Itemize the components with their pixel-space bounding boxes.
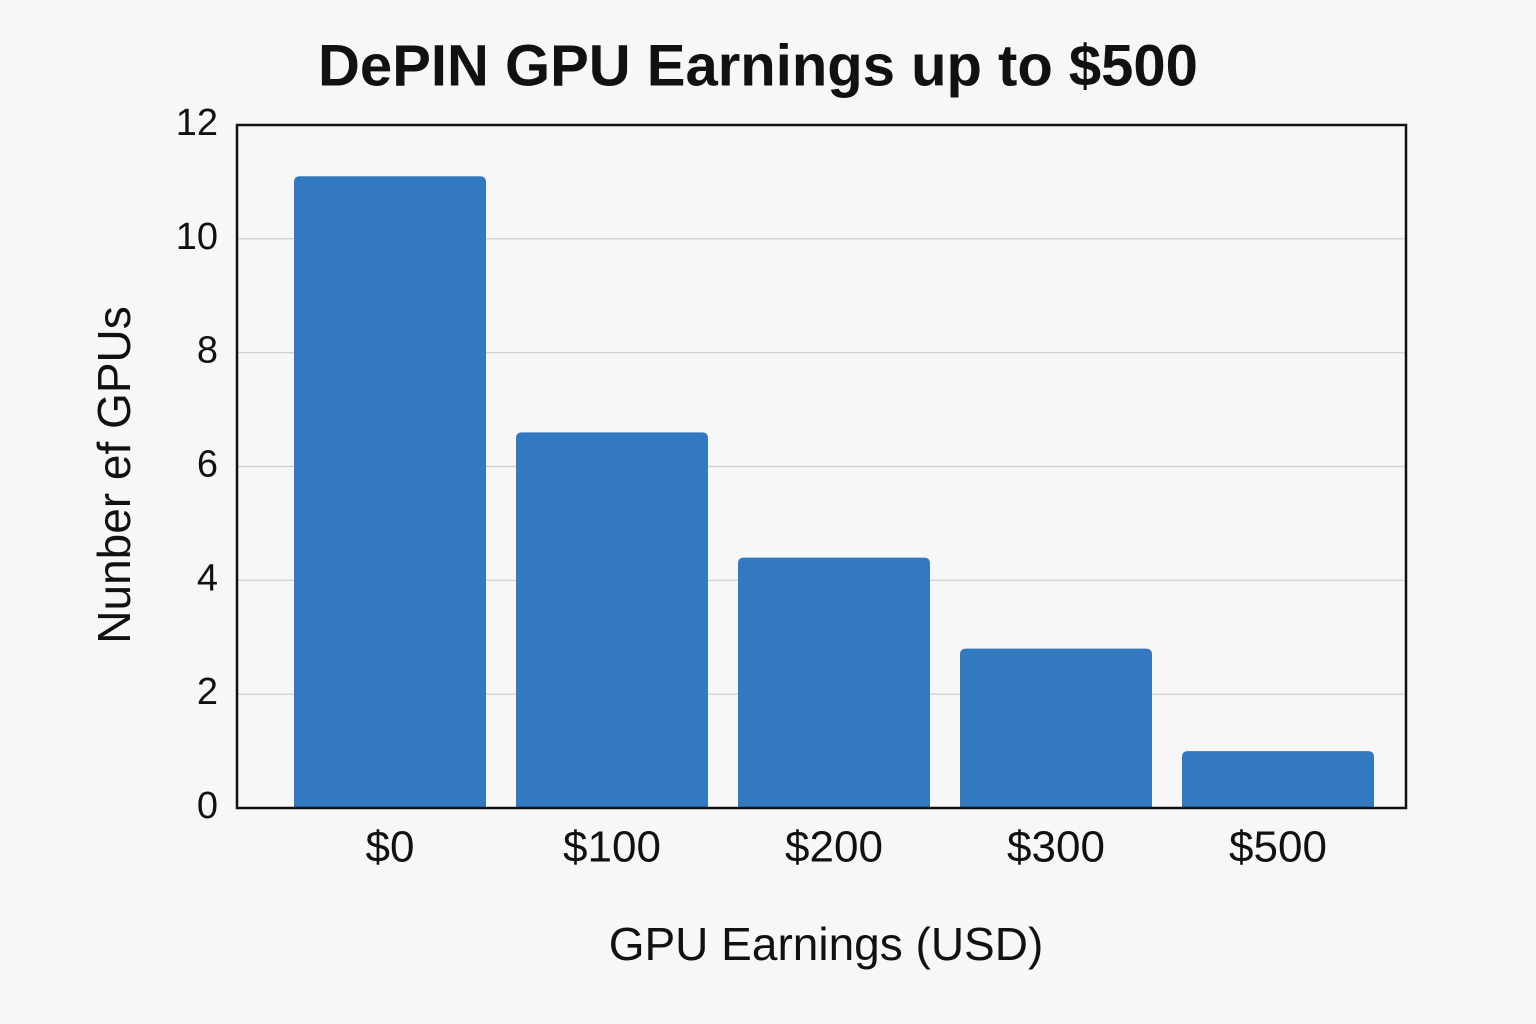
x-tick-label: $500	[1229, 823, 1327, 872]
bar	[1182, 751, 1374, 808]
y-tick-label: 2	[197, 671, 218, 713]
x-tick-label: $200	[785, 823, 883, 872]
x-tick-label: $300	[1007, 823, 1105, 872]
y-axis-title: Nunber ef GPUs	[88, 306, 140, 643]
bar	[960, 648, 1152, 808]
y-tick-label: 6	[197, 444, 218, 486]
bar	[738, 557, 930, 808]
y-tick-label: 4	[197, 557, 218, 599]
x-tick-label: $100	[563, 823, 661, 872]
y-tick-label: 10	[176, 216, 218, 258]
x-tick-label: $0	[366, 823, 415, 872]
y-tick-label: 12	[176, 102, 218, 144]
y-tick-label: 8	[197, 330, 218, 372]
bar	[516, 432, 708, 808]
bar	[294, 176, 486, 809]
y-tick-label: 0	[197, 785, 218, 827]
chart-title: DePIN GPU Earnings up to $500	[318, 33, 1198, 98]
plot-frame	[235, 123, 1408, 810]
bars	[294, 176, 1374, 809]
x-axis-title: GPU Earnings (USD)	[609, 918, 1044, 970]
